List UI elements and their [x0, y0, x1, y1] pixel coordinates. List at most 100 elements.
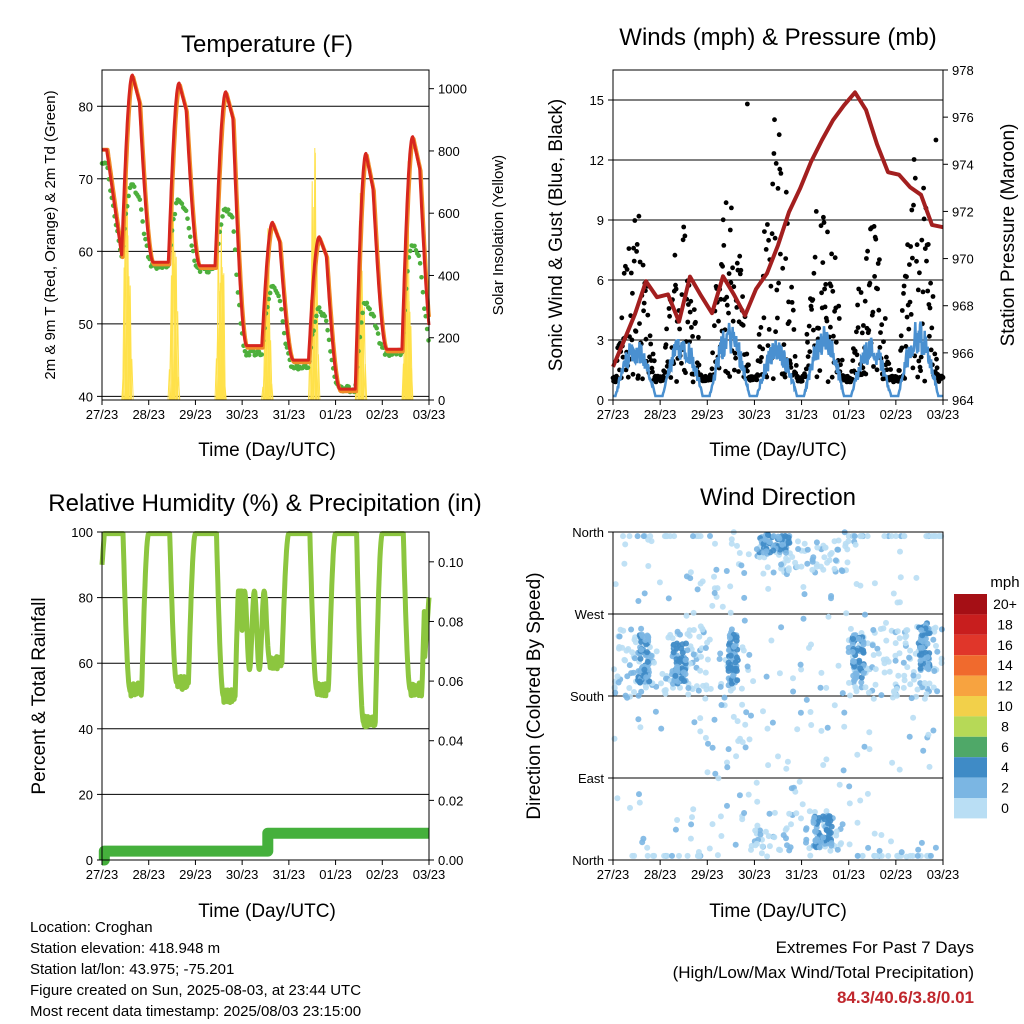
gust-point [630, 290, 635, 296]
gust-point [899, 345, 905, 351]
direction-point [813, 539, 820, 546]
gust-point [925, 288, 931, 294]
gust-point [778, 251, 783, 257]
gust-point [918, 368, 923, 374]
gust-point [633, 329, 639, 334]
direction-point [872, 681, 879, 688]
dewpoint-point [246, 352, 252, 358]
gust-point [668, 375, 674, 380]
direction-point [712, 540, 718, 547]
direction-point [823, 808, 830, 815]
gust-point [928, 280, 933, 286]
gust-point [829, 374, 835, 380]
gust-point [650, 351, 656, 357]
gust-point [898, 333, 904, 339]
gust-point [918, 354, 924, 360]
dewpoint-point [277, 298, 283, 304]
gust-point [754, 377, 760, 383]
direction-point [915, 846, 922, 853]
dewpoint-point [422, 306, 427, 311]
x-tick-label: 27/23 [597, 867, 630, 882]
wind-x-ticks: 27/23 28/23 29/23 30/23 31/23 01/23 02/23 03/23 [597, 400, 959, 422]
direction-point [748, 846, 754, 853]
direction-point [806, 808, 813, 815]
solar-trace [122, 267, 126, 401]
y-tick-label: 15 [590, 93, 604, 108]
direction-point [851, 658, 857, 665]
gust-point [822, 304, 828, 310]
gust-point [850, 358, 856, 363]
direction-point [757, 831, 764, 838]
gust-point [924, 258, 929, 264]
direction-point [914, 852, 921, 859]
direction-point [770, 533, 777, 540]
gust-point [729, 205, 734, 211]
direction-point [783, 555, 790, 562]
direction-point [622, 541, 629, 548]
direction-point [907, 647, 914, 654]
direction-point [705, 740, 711, 747]
direction-point [861, 743, 868, 750]
solar-trace [222, 383, 227, 401]
dewpoint-point [143, 236, 148, 242]
gust-point [732, 367, 737, 373]
gust-point [907, 262, 912, 267]
direction-point [717, 683, 724, 690]
gust-point [691, 307, 697, 312]
direction-point [783, 549, 789, 556]
dewpoint-point [218, 222, 224, 227]
gust-point [724, 302, 730, 308]
gust-point [919, 237, 925, 243]
direction-point [935, 533, 942, 540]
direction-point [903, 853, 910, 860]
direction-point [690, 627, 697, 633]
direction-point [653, 648, 660, 655]
direction-point [763, 673, 770, 680]
legend-swatch [954, 594, 987, 615]
direction-point [794, 726, 801, 733]
direction-point [765, 833, 772, 840]
direction-point [886, 668, 893, 675]
gust-point [927, 333, 932, 339]
gust-point [934, 365, 940, 371]
direction-point [924, 533, 930, 540]
gust-point [806, 323, 812, 329]
direction-point [780, 832, 787, 839]
direction-point [839, 821, 846, 828]
gust-point [690, 334, 695, 339]
direction-point [626, 662, 633, 669]
y-tick-label: East [578, 771, 604, 786]
gust-point [881, 339, 886, 345]
direction-point [702, 669, 709, 676]
direction-point [826, 830, 833, 837]
gust-point [641, 300, 647, 306]
x-tick-label: 02/23 [880, 407, 913, 422]
gust-point [870, 309, 876, 315]
direction-point [758, 850, 765, 857]
direction-point [902, 640, 909, 647]
gust-point [928, 347, 934, 353]
gust-point [687, 309, 693, 315]
gust-point [916, 358, 922, 364]
extremes-values: 84.3/40.6/3.8/0.01 [836, 988, 974, 1007]
direction-point [717, 650, 724, 657]
direction-point [921, 680, 928, 686]
direction-point [799, 801, 806, 808]
legend-swatch [954, 655, 987, 676]
direction-point [893, 686, 900, 692]
dewpoint-point [419, 274, 424, 280]
direction-point [685, 691, 692, 698]
direction-point [759, 843, 766, 850]
direction-point [734, 542, 740, 549]
gust-point [876, 307, 882, 313]
direction-point [687, 569, 694, 576]
dewpoint-point [279, 307, 284, 312]
direction-point [766, 843, 773, 850]
precip-series [98, 827, 429, 866]
direction-point [857, 797, 864, 804]
direction-point [684, 647, 691, 654]
direction-point [881, 533, 888, 540]
gust-point [770, 376, 776, 382]
gust-point [781, 342, 787, 347]
temperature-plot-frame [101, 69, 430, 401]
